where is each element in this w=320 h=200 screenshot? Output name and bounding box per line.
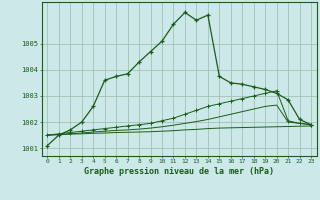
X-axis label: Graphe pression niveau de la mer (hPa): Graphe pression niveau de la mer (hPa): [84, 167, 274, 176]
